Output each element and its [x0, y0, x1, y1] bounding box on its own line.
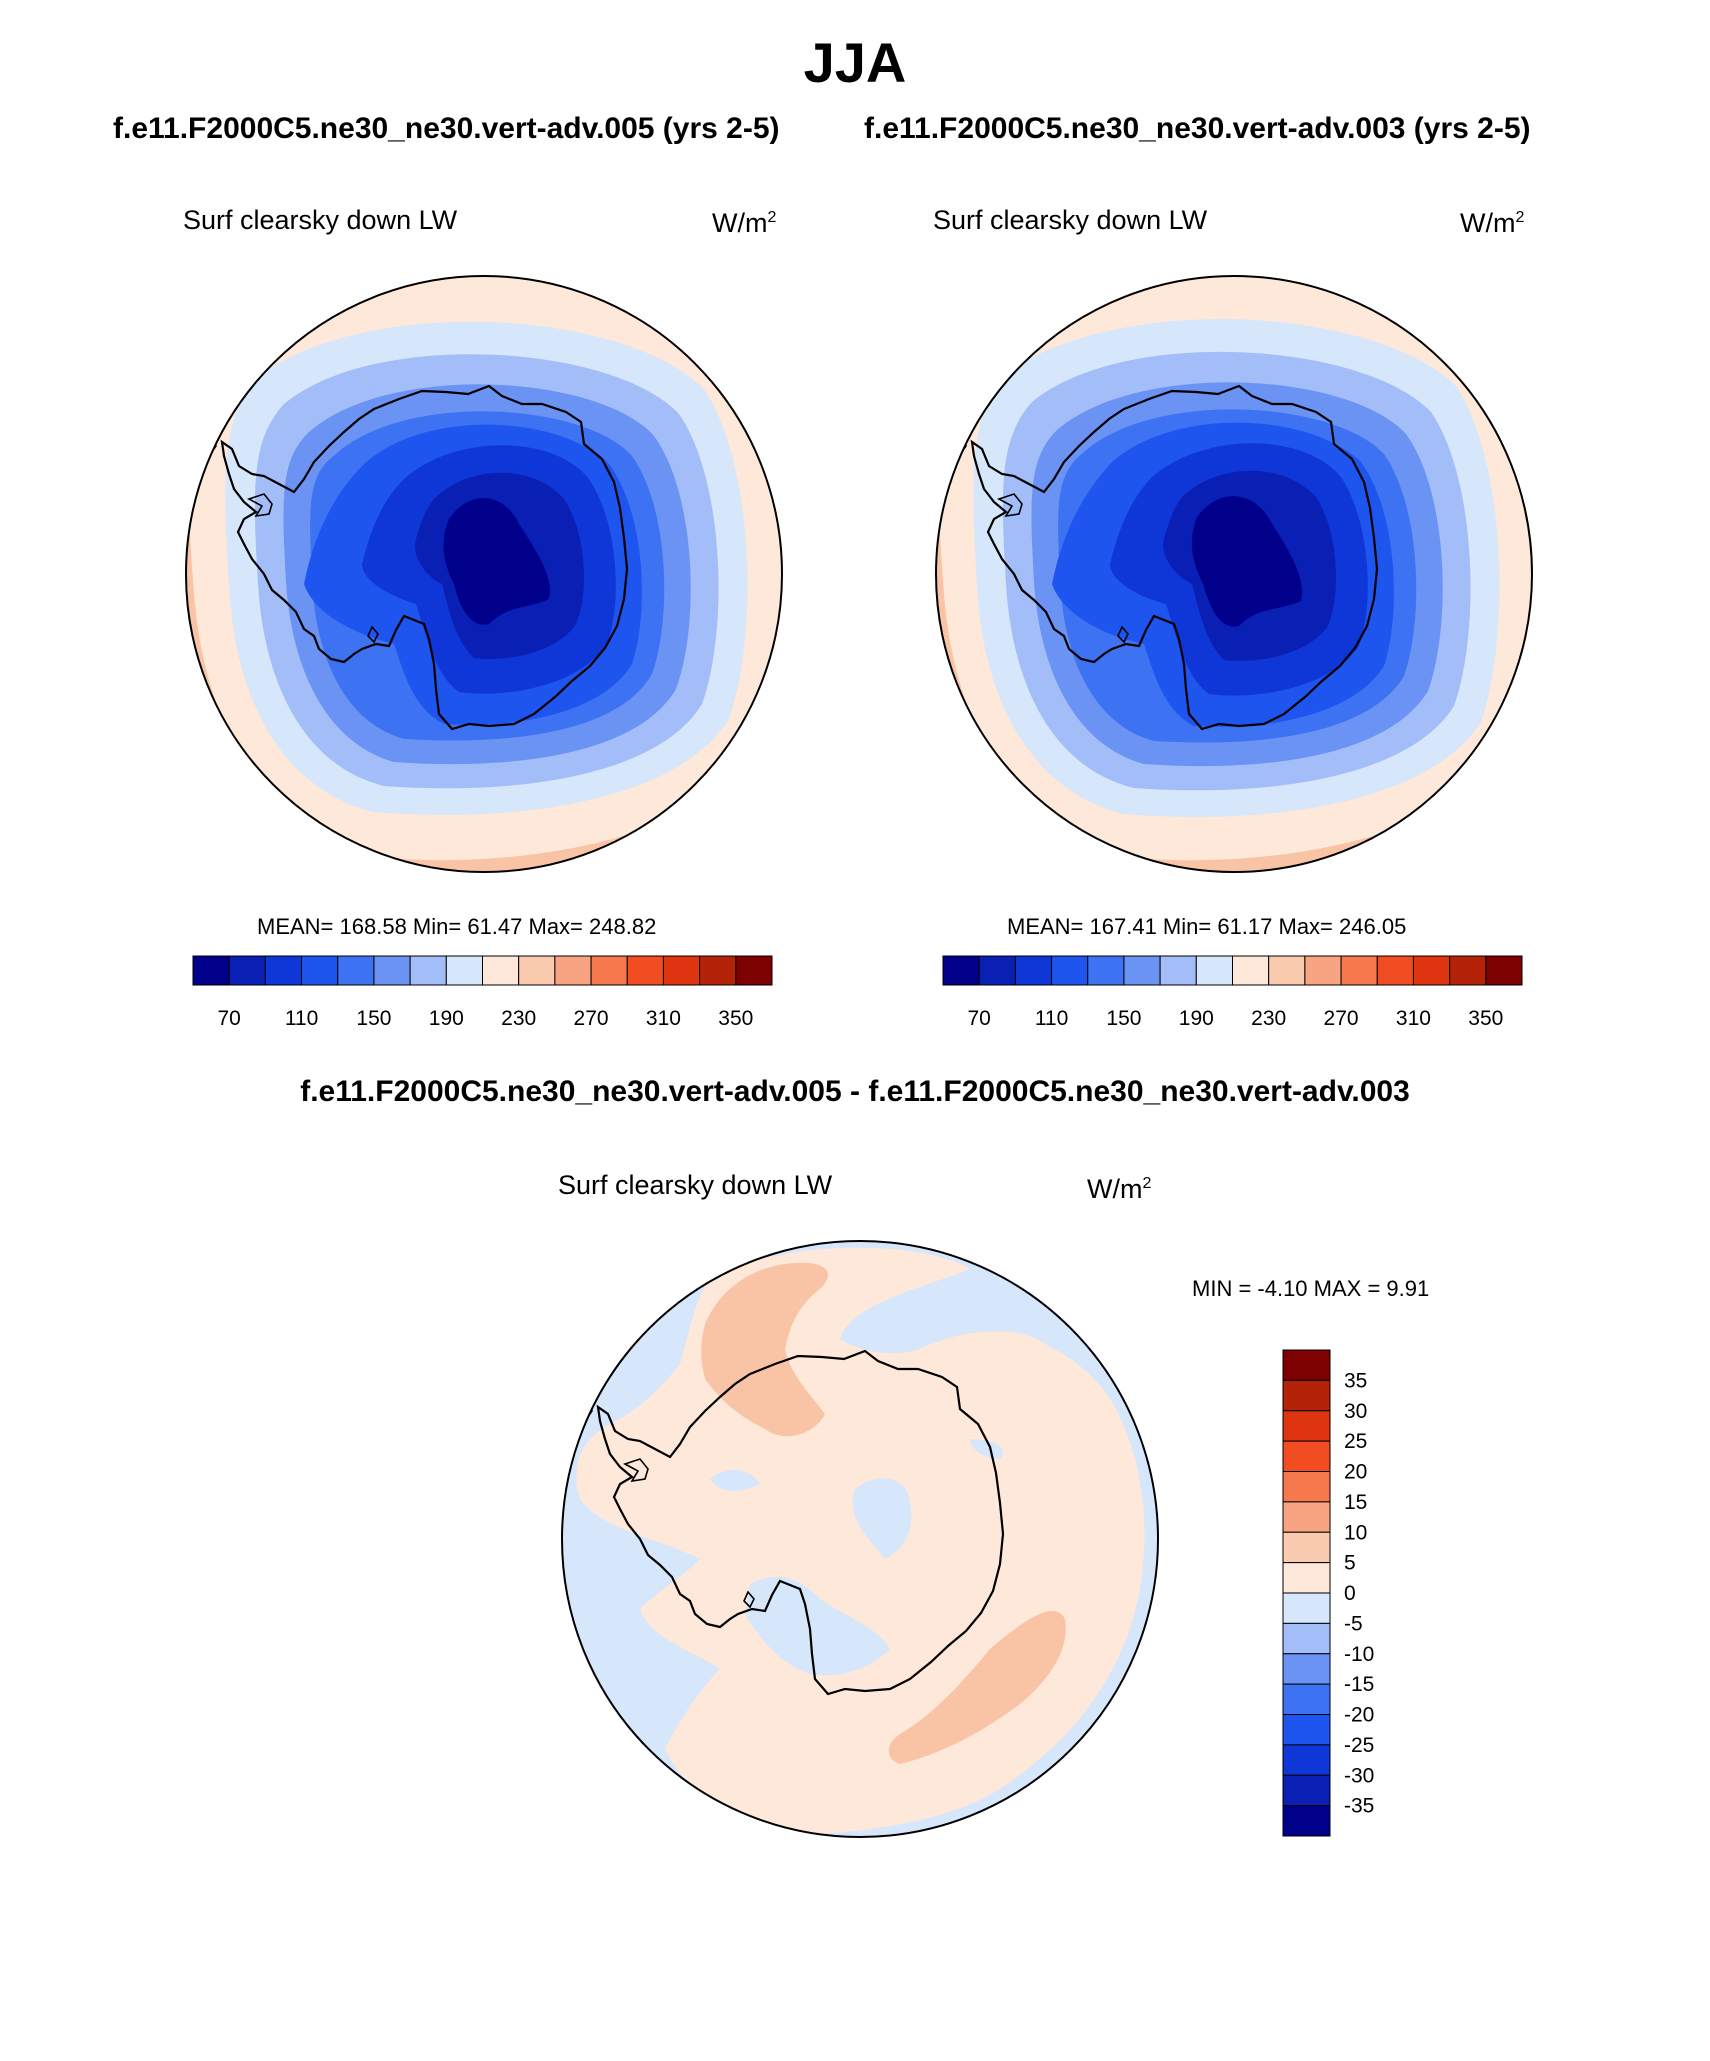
panel-2-colorbar-swatch: [1340, 955, 1378, 986]
difference-colorbar-tick-label: -25: [1344, 1734, 1374, 1757]
panel-1-colorbar-swatch: [228, 955, 266, 986]
panel-1-colorbar-swatch: [518, 955, 556, 986]
panel-1-colorbar-swatch: [445, 955, 483, 986]
difference-colorbar-tick-label: -35: [1344, 1795, 1374, 1818]
difference-colorbar-tick-label: 0: [1344, 1582, 1356, 1605]
panel-1-colorbar-swatch: [301, 955, 339, 986]
panel-1-stats: MEAN= 168.58 Min= 61.47 Max= 248.82: [257, 914, 657, 939]
difference-colorbar-swatch: [1282, 1622, 1331, 1655]
panel-1-colorbar-tick-label: 350: [718, 1007, 753, 1030]
panel-2-colorbar-tick-label: 150: [1106, 1007, 1141, 1030]
difference-colorbar-swatch: [1282, 1379, 1331, 1412]
panel-2-colorbar-tick-label: 350: [1468, 1007, 1503, 1030]
difference-colorbar-swatch: [1282, 1774, 1331, 1807]
difference-colorbar-tick-label: 30: [1344, 1400, 1367, 1423]
panel-2-colorbar-swatch: [1159, 955, 1197, 986]
panel-1-variable-label: Surf clearsky down LW: [183, 205, 458, 235]
panel-1-colorbar-tick-label: 150: [356, 1007, 391, 1030]
panel-2-colorbar-swatch: [1232, 955, 1270, 986]
difference-colorbar-tick-label: -30: [1344, 1764, 1374, 1787]
difference-colorbar: 35 30 25 20 15 10 5 0 -5 -10 -15 -20 -25 -30 -35: [1282, 1349, 1374, 1837]
difference-colorbar-tick-label: 15: [1344, 1491, 1367, 1514]
panel-2-colorbar-swatch: [1123, 955, 1161, 986]
panel-2-colorbar-tick-label: 190: [1179, 1007, 1214, 1030]
difference-colorbar-tick-label: 10: [1344, 1521, 1367, 1544]
panel-1-colorbar-tick-label: 70: [218, 1007, 241, 1030]
panel-1-colorbar-swatch: [699, 955, 737, 986]
panel-2-colorbar-swatch: [1051, 955, 1089, 986]
difference-colorbar-tick-label: 20: [1344, 1461, 1367, 1484]
panel-2-colorbar-swatch: [1304, 955, 1342, 986]
difference-colorbar-swatch: [1282, 1744, 1331, 1776]
panel-2-colorbar-swatch: [1485, 955, 1523, 986]
difference-colorbar-swatch: [1282, 1592, 1331, 1624]
difference-colorbar-tick-label: 25: [1344, 1430, 1367, 1453]
difference-colorbar-tick-label: -20: [1344, 1704, 1374, 1727]
difference-colorbar-swatch: [1282, 1805, 1331, 1837]
difference-colorbar-swatch: [1282, 1562, 1331, 1594]
panel-1-colorbar-swatch: [482, 955, 520, 986]
panel-1-colorbar-swatch: [554, 955, 592, 986]
panel-1-map: [185, 275, 783, 873]
panel-2-colorbar-swatch: [1376, 955, 1414, 986]
difference-variable-label: Surf clearsky down LW: [558, 1170, 833, 1200]
difference-colorbar-tick-label: 5: [1344, 1552, 1356, 1575]
difference-colorbar-tick-label: -15: [1344, 1673, 1374, 1696]
panel-2-variable-label: Surf clearsky down LW: [933, 205, 1208, 235]
panel-2-colorbar-swatch: [1195, 955, 1233, 986]
panel-1-colorbar-swatch: [590, 955, 628, 986]
difference-units: W/m2: [1087, 1174, 1152, 1204]
panel-2-colorbar-tick-label: 70: [968, 1007, 991, 1030]
difference-colorbar-swatch: [1282, 1714, 1331, 1746]
panel-1-colorbar-swatch: [735, 955, 773, 986]
panel-1-colorbar-tick-label: 230: [501, 1007, 536, 1030]
season-title: JJA: [803, 31, 907, 94]
panel-2-colorbar-swatch: [1087, 955, 1125, 986]
panel-1-colorbar-swatch: [337, 955, 375, 986]
panel-2-colorbar-swatch: [1412, 955, 1451, 986]
difference-colorbar-swatch: [1282, 1531, 1331, 1564]
panel-1-units: W/m2: [712, 208, 777, 238]
panel-2-colorbar-tick-label: 230: [1251, 1007, 1286, 1030]
panel-2-colorbar-tick-label: 270: [1324, 1007, 1359, 1030]
panel-1-colorbar-swatch: [662, 955, 701, 986]
panel-1-colorbar-swatch: [409, 955, 447, 986]
panel-2-case-title: f.e11.F2000C5.ne30_ne30.vert-adv.003 (yr…: [864, 112, 1531, 145]
panel-1-colorbar-tick-label: 310: [646, 1007, 681, 1030]
panel-1-colorbar-swatch: [192, 955, 230, 986]
panel-1-colorbar-tick-label: 190: [429, 1007, 464, 1030]
panel-2-colorbar-tick-label: 310: [1396, 1007, 1431, 1030]
difference-colorbar-tick-label: 35: [1344, 1369, 1367, 1392]
difference-title: f.e11.F2000C5.ne30_ne30.vert-adv.005 - f…: [300, 1075, 1410, 1108]
panel-2-stats: MEAN= 167.41 Min= 61.17 Max= 246.05: [1007, 914, 1407, 939]
panel-1-colorbar-tick-label: 270: [574, 1007, 609, 1030]
difference-stats: MIN = -4.10 MAX = 9.91: [1192, 1276, 1430, 1301]
panel-2-colorbar-swatch: [942, 955, 980, 986]
panel-2-units: W/m2: [1460, 208, 1525, 238]
difference-colorbar-tick-label: -5: [1344, 1612, 1363, 1635]
panel-2-colorbar: 70 110 150 190 230 270 310 350: [942, 955, 1523, 1030]
difference-colorbar-tick-label: -10: [1344, 1643, 1374, 1666]
difference-map: [561, 1240, 1159, 1838]
panel-1-colorbar: 70 110 150 190 230 270 310 350: [192, 955, 773, 1030]
difference-colorbar-swatch: [1282, 1471, 1331, 1503]
panel-2-colorbar-tick-label: 110: [1035, 1007, 1068, 1030]
panel-1-colorbar-tick-label: 110: [285, 1007, 318, 1030]
difference-colorbar-swatch: [1282, 1349, 1331, 1381]
difference-colorbar-swatch: [1282, 1501, 1331, 1533]
panel-1-colorbar-swatch: [264, 955, 303, 986]
difference-colorbar-swatch: [1282, 1653, 1331, 1685]
panel-2-colorbar-swatch: [978, 955, 1016, 986]
panel-1-colorbar-swatch: [373, 955, 411, 986]
panel-2-colorbar-swatch: [1014, 955, 1053, 986]
difference-colorbar-swatch: [1282, 1683, 1331, 1715]
difference-colorbar-swatch: [1282, 1410, 1331, 1442]
panel-2-map: [935, 275, 1533, 873]
panel-2-colorbar-swatch: [1449, 955, 1487, 986]
panel-1-case-title: f.e11.F2000C5.ne30_ne30.vert-adv.005 (yr…: [113, 112, 780, 145]
panel-2-colorbar-swatch: [1268, 955, 1306, 986]
panel-1-colorbar-swatch: [626, 955, 664, 986]
difference-colorbar-swatch: [1282, 1440, 1331, 1472]
